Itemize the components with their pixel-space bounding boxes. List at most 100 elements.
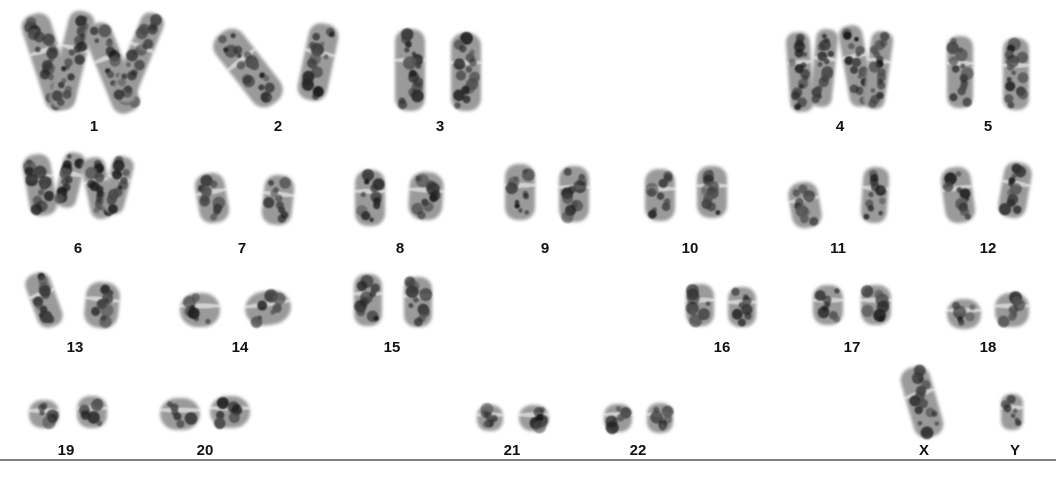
chromosome-label-6: 6 xyxy=(74,240,82,257)
chromosome xyxy=(53,152,86,208)
chromosome-label-10: 10 xyxy=(682,240,699,257)
band xyxy=(931,410,938,417)
band xyxy=(1016,51,1029,64)
band xyxy=(67,154,72,159)
band xyxy=(105,39,113,47)
band xyxy=(405,285,419,299)
chromosome-label-5: 5 xyxy=(984,118,992,135)
chromosome-pair-18 xyxy=(945,291,1031,329)
band xyxy=(360,191,367,198)
band xyxy=(106,70,115,79)
band xyxy=(686,291,700,305)
band xyxy=(99,315,112,329)
band xyxy=(948,56,959,66)
band xyxy=(514,203,520,209)
band xyxy=(67,73,75,81)
chromosome xyxy=(945,36,975,108)
band xyxy=(483,420,490,428)
band xyxy=(74,54,85,65)
band xyxy=(917,420,923,426)
band xyxy=(934,421,939,426)
band xyxy=(329,31,335,38)
band xyxy=(100,303,114,317)
band xyxy=(113,89,125,101)
band xyxy=(361,211,371,221)
band xyxy=(48,73,55,81)
chromosome-pair-14 xyxy=(178,289,293,328)
band xyxy=(514,199,520,205)
band xyxy=(356,280,368,292)
chromosome xyxy=(402,276,434,327)
chromosome xyxy=(940,166,976,224)
band xyxy=(61,65,67,72)
band xyxy=(411,89,424,103)
band xyxy=(453,89,465,102)
band xyxy=(460,31,473,45)
band xyxy=(811,94,820,104)
band xyxy=(275,194,283,203)
band xyxy=(533,420,546,434)
band xyxy=(818,76,829,88)
chromosome-pair-1 xyxy=(21,10,164,114)
band xyxy=(960,63,966,69)
band xyxy=(944,172,957,185)
band xyxy=(364,179,370,185)
band xyxy=(1010,413,1016,418)
chromosome xyxy=(75,396,109,428)
band xyxy=(107,199,114,206)
band xyxy=(214,417,226,429)
band xyxy=(706,202,716,212)
band xyxy=(209,180,218,188)
band xyxy=(417,210,426,220)
band xyxy=(85,166,98,180)
band xyxy=(213,208,221,216)
band xyxy=(794,103,802,111)
band xyxy=(1003,404,1012,413)
band xyxy=(37,189,45,196)
chromosome-label-17: 17 xyxy=(844,339,861,356)
chromosome xyxy=(517,405,551,434)
chromosome xyxy=(449,31,483,111)
band xyxy=(843,31,852,40)
band xyxy=(1012,205,1022,214)
band xyxy=(263,197,275,209)
band xyxy=(250,316,263,328)
band xyxy=(193,316,200,322)
band xyxy=(462,95,471,104)
band xyxy=(127,70,137,81)
band xyxy=(216,411,225,420)
band xyxy=(965,311,975,322)
band xyxy=(918,398,929,409)
chromosome xyxy=(787,181,822,229)
band xyxy=(268,179,275,186)
band xyxy=(914,405,923,415)
chromosome-pair-11 xyxy=(787,166,890,229)
band xyxy=(737,318,746,327)
band xyxy=(953,305,967,319)
band xyxy=(855,86,864,96)
band xyxy=(176,419,185,428)
band xyxy=(997,315,1010,328)
chromosome xyxy=(22,153,58,217)
band xyxy=(959,188,971,200)
chromosome xyxy=(49,10,95,110)
band xyxy=(216,397,229,410)
band xyxy=(690,309,696,316)
chromosome-pair-21 xyxy=(475,402,551,434)
band xyxy=(878,315,885,322)
band xyxy=(955,171,962,177)
band xyxy=(454,102,461,109)
chromosome-label-13: 13 xyxy=(67,339,84,356)
chromosome xyxy=(695,166,729,218)
band xyxy=(563,167,572,176)
band xyxy=(34,46,41,53)
band xyxy=(121,86,133,98)
chromosome-pair-2 xyxy=(213,23,339,108)
band xyxy=(920,426,934,440)
band xyxy=(821,33,827,39)
chromosome-body xyxy=(25,272,63,328)
chromosome xyxy=(102,155,134,214)
band xyxy=(90,26,99,36)
band xyxy=(616,413,625,422)
chromosome-label-9: 9 xyxy=(541,240,549,257)
